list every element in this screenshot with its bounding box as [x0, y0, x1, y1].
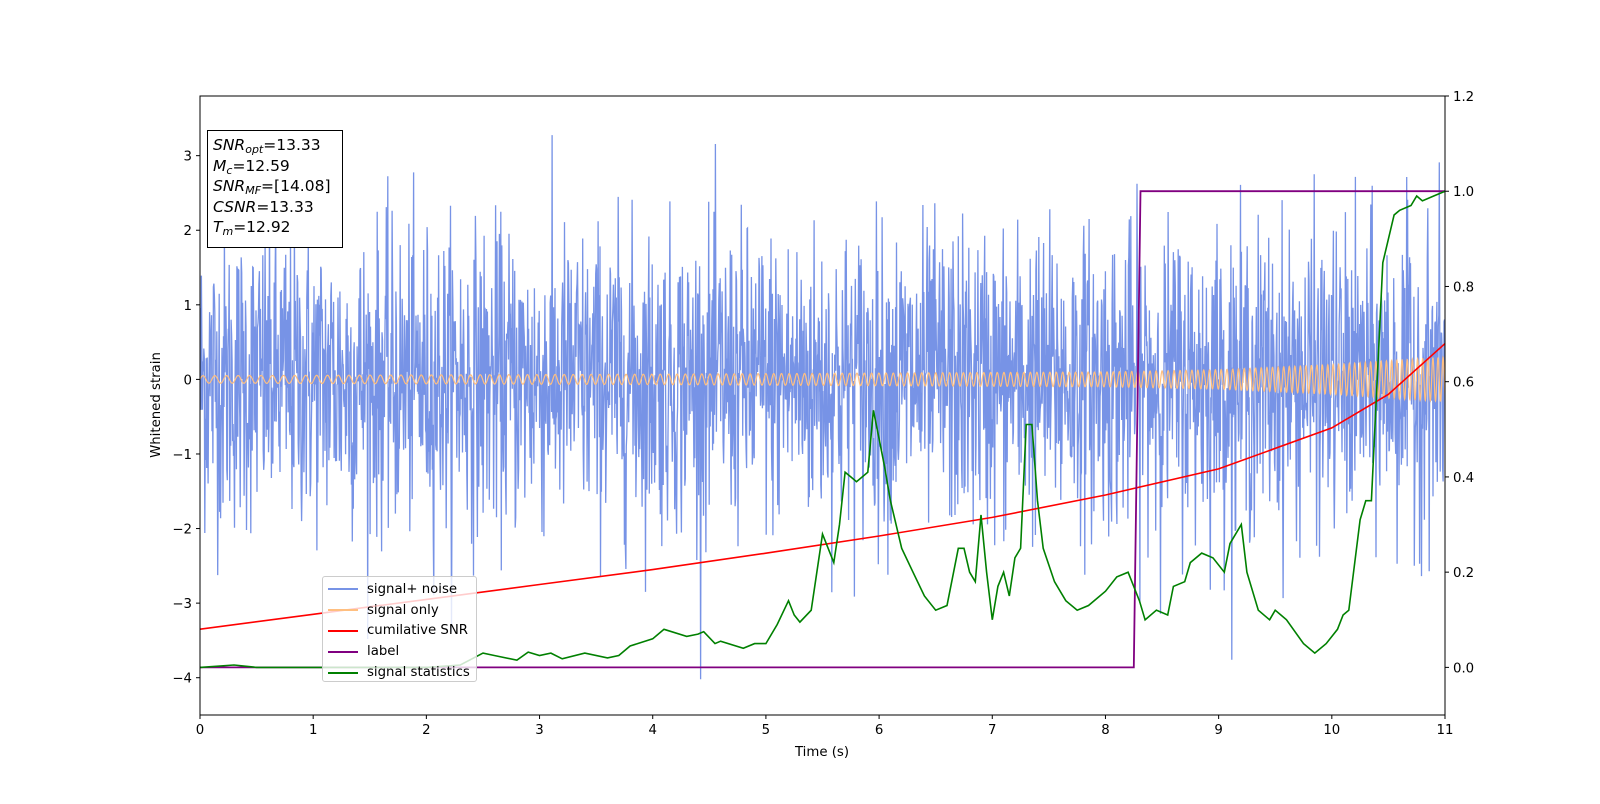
- series-label-line: [200, 190, 1445, 669]
- x-tick-label: 5: [762, 723, 770, 738]
- y-axis-right: 0.0 0.2 0.4 0.6 0.8 1.0 1.2: [1445, 90, 1474, 676]
- stat-row: Tm=12.92: [213, 217, 337, 238]
- legend-label: signal only: [367, 602, 439, 618]
- x-axis-label: Time (s): [794, 745, 849, 760]
- x-tick-label: 1: [309, 723, 317, 738]
- y2-tick-label: 0.2: [1453, 566, 1474, 581]
- stat-value: =[14.08]: [261, 177, 331, 195]
- y-tick-label: 3: [184, 150, 192, 165]
- series-signal-statistics-line: [200, 190, 1445, 669]
- legend: signal+ noise signal only cumilative SNR la…: [322, 576, 477, 682]
- series-signal-noise-line: [200, 135, 1445, 680]
- legend-item: signal+ noise: [323, 579, 476, 600]
- stat-symbol: T: [213, 218, 223, 236]
- legend-swatch: [328, 588, 358, 591]
- legend-swatch: [328, 671, 358, 674]
- stat-subscript: c: [226, 163, 233, 177]
- legend-swatch: [328, 609, 358, 612]
- y-axis-left: −4 −3 −2 −1 0 1 2 3: [172, 150, 200, 687]
- y-tick-label: 0: [184, 373, 192, 388]
- y-tick-label: 1: [184, 299, 192, 314]
- y2-tick-label: 1.2: [1453, 90, 1474, 105]
- stat-value: =13.33: [263, 136, 321, 154]
- legend-label: signal+ noise: [367, 581, 458, 597]
- x-tick-label: 7: [988, 723, 996, 738]
- stat-value: =12.59: [232, 156, 290, 175]
- y2-tick-label: 1.0: [1453, 185, 1474, 200]
- stat-symbol: M: [213, 156, 227, 175]
- y-tick-label: −3: [172, 597, 192, 612]
- stat-subscript: MF: [245, 184, 262, 197]
- x-tick-label: 11: [1437, 723, 1454, 738]
- stat-subscript: m: [222, 225, 234, 238]
- y2-tick-label: 0.6: [1453, 376, 1474, 391]
- x-tick-label: 3: [535, 723, 543, 738]
- legend-item: signal statistics: [323, 662, 476, 683]
- legend-label: signal statistics: [367, 665, 470, 681]
- legend-label: cumilative SNR: [367, 623, 469, 639]
- stats-annotation-box: SNRopt=13.33 Mc=12.59 SNRMF=[14.08] CSNR=13…: [207, 130, 343, 248]
- stat-row: CSNR=13.33: [213, 197, 337, 218]
- legend-label: label: [367, 644, 400, 660]
- y-tick-label: −1: [172, 448, 192, 463]
- y2-tick-label: 0.4: [1453, 471, 1474, 486]
- stat-value: =12.92: [233, 218, 291, 236]
- x-tick-label: 2: [422, 723, 430, 738]
- stat-symbol: SNR: [213, 177, 246, 195]
- plot-frame: [199, 95, 1446, 716]
- x-tick-label: 9: [1214, 723, 1222, 738]
- legend-item: label: [323, 641, 476, 662]
- x-tick-label: 0: [196, 723, 204, 738]
- stat-symbol: CSNR: [213, 197, 257, 216]
- x-tick-label: 4: [648, 723, 656, 738]
- stat-row: SNRopt=13.33: [213, 135, 337, 156]
- legend-swatch: [328, 650, 358, 653]
- y-axis-label: Whitened strain: [149, 352, 164, 458]
- y-tick-label: 2: [184, 224, 192, 239]
- stat-value: =13.33: [256, 197, 314, 216]
- stat-row: Mc=12.59: [213, 156, 337, 177]
- x-axis: 0 1 2 3 4 5 6 7 8 9 10 11: [196, 715, 1454, 738]
- series-signal-only-line: [200, 355, 1445, 403]
- legend-swatch: [328, 629, 358, 632]
- y-tick-label: −4: [172, 672, 192, 687]
- stat-subscript: opt: [245, 143, 264, 156]
- y2-tick-label: 0.0: [1453, 661, 1474, 676]
- x-tick-label: 10: [1323, 723, 1340, 738]
- y2-tick-label: 0.8: [1453, 280, 1474, 295]
- x-tick-label: 6: [875, 723, 883, 738]
- y-tick-label: −2: [172, 523, 192, 538]
- stat-row: SNRMF=[14.08]: [213, 176, 337, 197]
- stat-symbol: SNR: [213, 136, 246, 154]
- x-tick-label: 8: [1101, 723, 1109, 738]
- legend-item: cumilative SNR: [323, 621, 476, 642]
- legend-item: signal only: [323, 600, 476, 621]
